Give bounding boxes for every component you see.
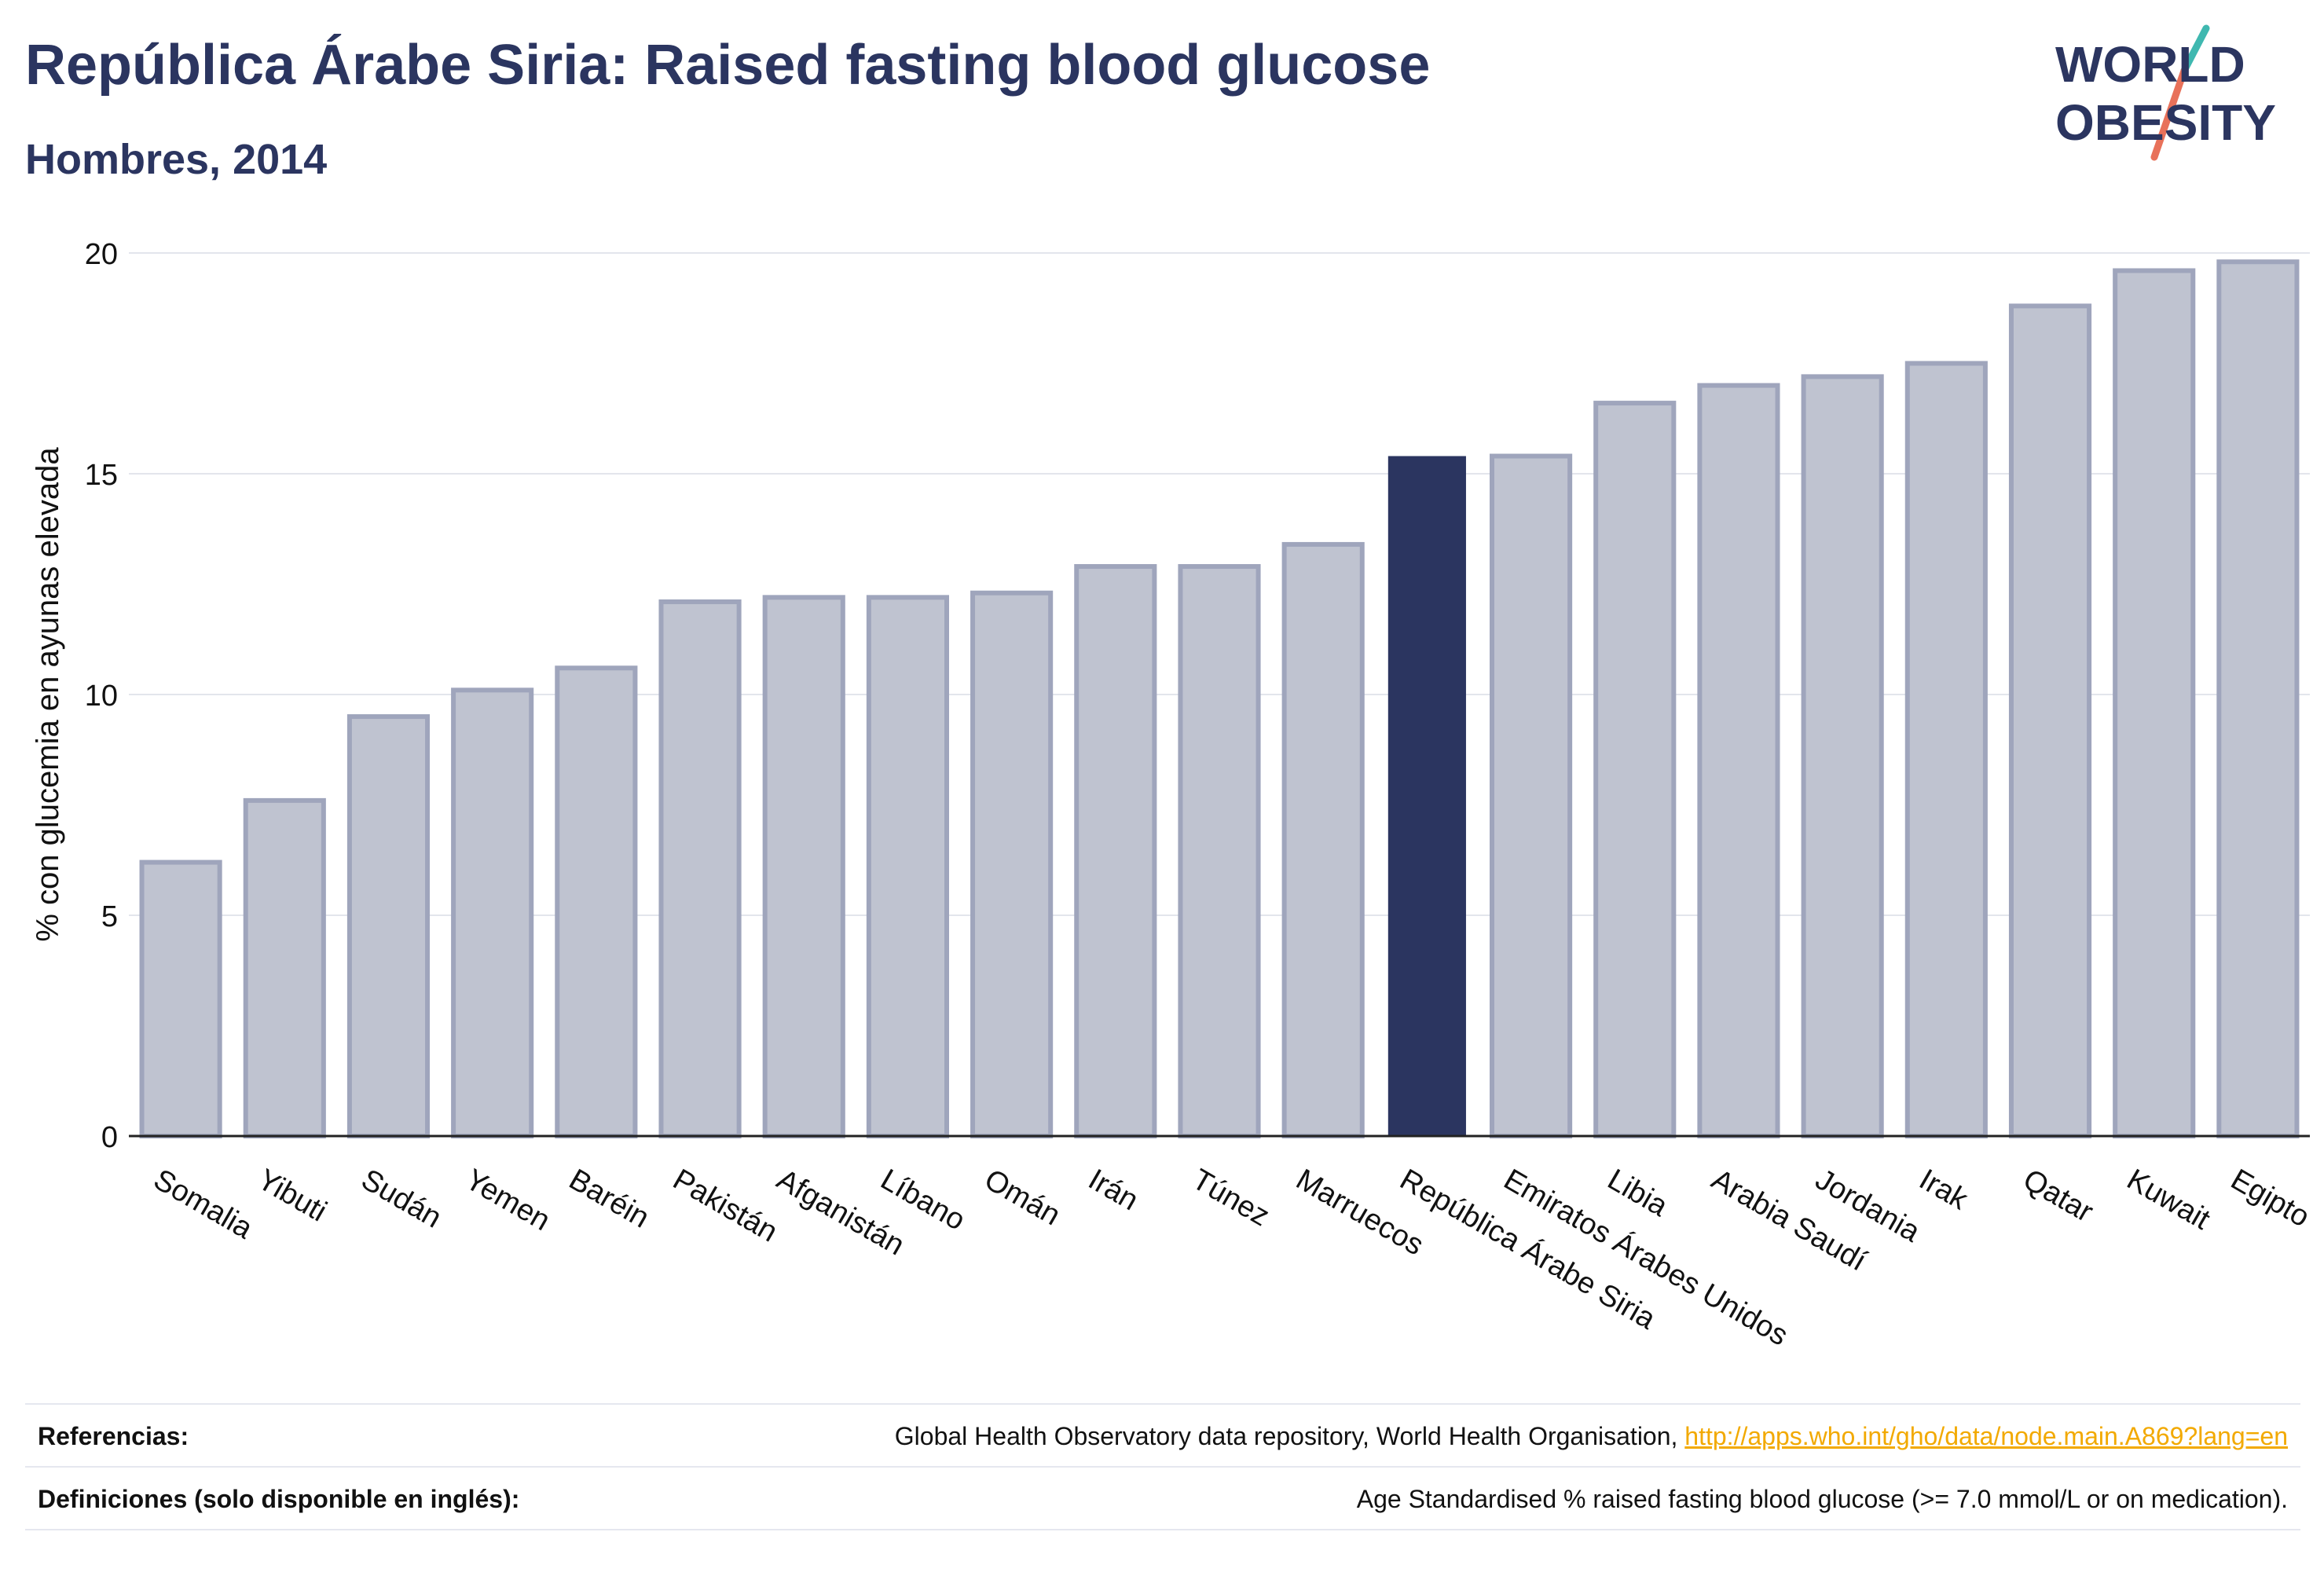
bar-13[interactable] [1490, 453, 1573, 1138]
bar-14[interactable] [1593, 401, 1677, 1138]
chart-subtitle: Hombres, 2014 [25, 136, 328, 183]
x-tick-label: Yibuti [252, 1163, 332, 1228]
x-tick-label: Túnez [1186, 1163, 1274, 1233]
bar-16[interactable] [1801, 374, 1884, 1138]
x-tick-label: Yemen [460, 1163, 555, 1237]
world-obesity-logo: WORLD OBESITY [2055, 24, 2276, 161]
definitions-text: Age Standardised % raised fasting blood … [1356, 1485, 2288, 1513]
definitions-row: Definiciones (solo disponible en inglés)… [25, 1466, 2300, 1530]
x-tick-label: Sudán [356, 1163, 447, 1234]
y-tick-label: 15 [85, 459, 118, 492]
bar-8[interactable] [970, 590, 1054, 1138]
x-tick-label: Irán [1083, 1163, 1144, 1217]
x-tick-label: Libia [1602, 1163, 1673, 1223]
bar-12[interactable] [1387, 456, 1466, 1136]
x-tick-label: Pakistán [667, 1163, 783, 1248]
bar-9[interactable] [1074, 564, 1157, 1138]
bar-4[interactable] [555, 665, 638, 1138]
logo-slash-bottom [2150, 67, 2188, 161]
definitions-label: Definiciones (solo disponible en inglés)… [38, 1485, 520, 1513]
bar-20[interactable] [2216, 259, 2300, 1138]
bar-11[interactable] [1281, 541, 1365, 1138]
bar-0[interactable] [139, 859, 222, 1139]
x-tick-label: Qatar [2018, 1163, 2099, 1229]
references-label: Referencias: [38, 1422, 189, 1450]
bar-3[interactable] [451, 687, 534, 1138]
bar-7[interactable] [866, 595, 950, 1138]
references-link[interactable]: http://apps.who.int/gho/data/node.main.A… [1684, 1422, 2288, 1450]
bar-2[interactable] [346, 714, 431, 1138]
bar-18[interactable] [2008, 303, 2092, 1139]
x-tick-label: Kuwait [2121, 1163, 2216, 1237]
bar-6[interactable] [762, 595, 845, 1138]
x-tick-label: Somalia [148, 1163, 258, 1245]
references-row: Referencias: Global Health Observatory d… [25, 1403, 2300, 1468]
bars [139, 259, 2300, 1139]
references-value: Global Health Observatory data repositor… [895, 1422, 2288, 1451]
footer-bottom-rule [25, 1529, 2300, 1530]
chart-title: República Árabe Siria: Raised fasting bl… [25, 34, 1431, 97]
bar-5[interactable] [658, 599, 742, 1138]
logo-line-1: WORLD [2055, 36, 2245, 93]
x-tick-label: Irak [1914, 1163, 1974, 1217]
y-axis-label: % con glucemia en ayunas elevada [31, 447, 65, 942]
x-tick-label: Omán [979, 1163, 1066, 1232]
x-tick-label: Egipto [2225, 1163, 2315, 1233]
references-text: Global Health Observatory data repositor… [894, 1422, 1685, 1450]
y-tick-label: 0 [101, 1121, 118, 1154]
logo-slash-top [2180, 24, 2210, 75]
logo-line-2: OBESITY [2055, 94, 2276, 151]
x-tick-label: Baréin [563, 1163, 654, 1234]
y-tick-label: 10 [85, 680, 118, 713]
bar-1[interactable] [243, 797, 326, 1138]
bar-17[interactable] [1904, 361, 1988, 1138]
bar-15[interactable] [1697, 383, 1780, 1139]
y-tick-label: 20 [85, 238, 118, 271]
bar-10[interactable] [1178, 564, 1261, 1138]
bar-19[interactable] [2113, 268, 2196, 1139]
y-tick-label: 5 [101, 900, 118, 933]
